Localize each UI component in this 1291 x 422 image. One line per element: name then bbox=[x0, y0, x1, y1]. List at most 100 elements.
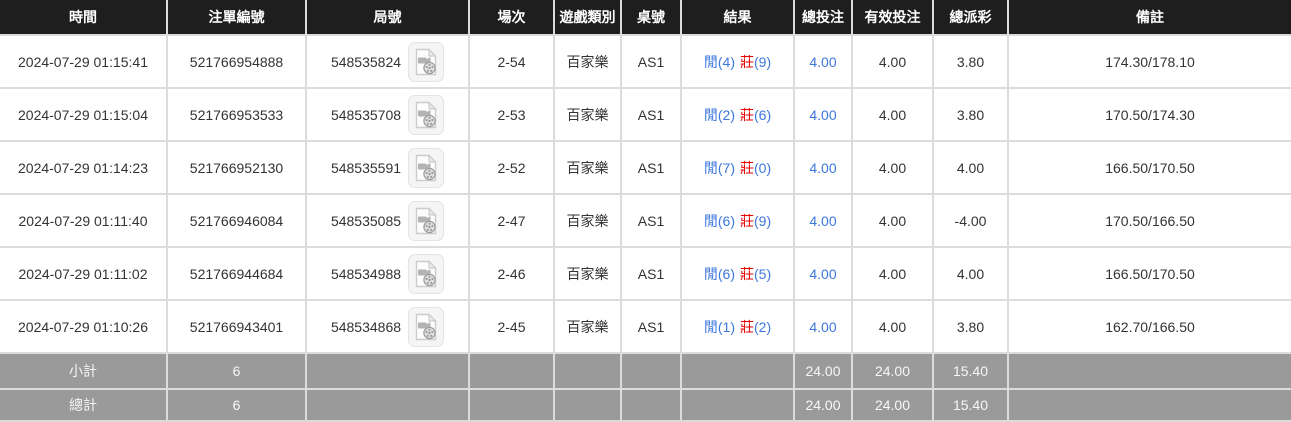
cell-result: 閒(4) 莊(9) bbox=[682, 36, 793, 87]
cell-time: 2024-07-29 01:11:02 bbox=[0, 248, 166, 299]
col-header-round: 局號 bbox=[307, 0, 468, 34]
cell-total-payout: 4.00 bbox=[934, 248, 1007, 299]
round-number: 548535708 bbox=[330, 106, 402, 123]
result-banker-score: (6) bbox=[754, 106, 772, 123]
grand-total-total-payout: 15.40 bbox=[934, 390, 1007, 420]
cell-bet-id: 521766944684 bbox=[168, 248, 305, 299]
table-row: 2024-07-29 01:14:23 521766952130 5485355… bbox=[0, 142, 1291, 193]
cell-remark: 166.50/170.50 bbox=[1009, 142, 1291, 193]
round-number: 548535824 bbox=[330, 53, 402, 70]
round-number: 548534988 bbox=[330, 265, 402, 282]
cell-game-type: 百家樂 bbox=[555, 142, 620, 193]
cell-total-bet: 4.00 bbox=[795, 36, 851, 87]
cell-total-bet: 4.00 bbox=[795, 142, 851, 193]
video-replay-button[interactable] bbox=[408, 41, 445, 82]
cell-total-payout: 4.00 bbox=[934, 142, 1007, 193]
cell-result: 閒(2) 莊(6) bbox=[682, 89, 793, 140]
result-banker-score: (9) bbox=[754, 212, 772, 229]
cell-table-no: AS1 bbox=[622, 248, 680, 299]
col-header-game-type: 遊戲類別 bbox=[555, 0, 620, 34]
cell-result: 閒(6) 莊(5) bbox=[682, 248, 793, 299]
video-replay-button[interactable] bbox=[408, 253, 445, 294]
cell-valid-bet: 4.00 bbox=[853, 248, 932, 299]
cell-time: 2024-07-29 01:10:26 bbox=[0, 301, 166, 352]
video-replay-button[interactable] bbox=[408, 94, 445, 135]
col-header-time: 時間 bbox=[0, 0, 166, 34]
result-player-score: (6) bbox=[717, 265, 735, 282]
cell-session: 2-45 bbox=[470, 301, 553, 352]
result-banker-label: 莊 bbox=[740, 318, 754, 335]
result-banker-label: 莊 bbox=[740, 106, 754, 123]
cell-bet-id: 521766943401 bbox=[168, 301, 305, 352]
cell-session: 2-47 bbox=[470, 195, 553, 246]
cell-time: 2024-07-29 01:11:40 bbox=[0, 195, 166, 246]
video-replay-button[interactable] bbox=[408, 200, 445, 241]
result-player-label: 閒 bbox=[703, 212, 718, 229]
cell-table-no: AS1 bbox=[622, 301, 680, 352]
result-banker-label: 莊 bbox=[740, 53, 754, 70]
col-header-valid-bet: 有效投注 bbox=[853, 0, 932, 34]
total-bet-link[interactable]: 4.00 bbox=[809, 265, 837, 282]
result-banker-score: (9) bbox=[754, 53, 772, 70]
cell-total-bet: 4.00 bbox=[795, 195, 851, 246]
table-row: 2024-07-29 01:11:40 521766946084 5485350… bbox=[0, 195, 1291, 246]
col-header-result: 結果 bbox=[682, 0, 793, 34]
cell-bet-id: 521766946084 bbox=[168, 195, 305, 246]
cell-result: 閒(1) 莊(2) bbox=[682, 301, 793, 352]
cell-session: 2-46 bbox=[470, 248, 553, 299]
cell-round: 548535824 bbox=[307, 36, 468, 87]
cell-time: 2024-07-29 01:14:23 bbox=[0, 142, 166, 193]
table-header: 時間 注單編號 局號 場次 遊戲類別 桌號 結果 總投注 有效投注 總派彩 備註 bbox=[0, 0, 1291, 34]
total-bet-link[interactable]: 4.00 bbox=[809, 53, 837, 70]
cell-total-payout: -4.00 bbox=[934, 195, 1007, 246]
cell-game-type: 百家樂 bbox=[555, 195, 620, 246]
cell-valid-bet: 4.00 bbox=[853, 301, 932, 352]
subtotal-row: 小計 6 24.00 24.00 15.40 bbox=[0, 354, 1291, 388]
total-bet-link[interactable]: 4.00 bbox=[809, 318, 837, 335]
total-bet-link[interactable]: 4.00 bbox=[809, 212, 837, 229]
cell-round: 548535708 bbox=[307, 89, 468, 140]
cell-valid-bet: 4.00 bbox=[853, 36, 932, 87]
result-banker-label: 莊 bbox=[740, 159, 754, 176]
cell-valid-bet: 4.00 bbox=[853, 89, 932, 140]
video-file-icon bbox=[415, 47, 437, 75]
table-totals: 小計 6 24.00 24.00 15.40 總計 6 24.00 24.00 … bbox=[0, 354, 1291, 420]
cell-remark: 174.30/178.10 bbox=[1009, 36, 1291, 87]
round-number: 548535591 bbox=[330, 159, 402, 176]
cell-valid-bet: 4.00 bbox=[853, 142, 932, 193]
cell-game-type: 百家樂 bbox=[555, 36, 620, 87]
cell-table-no: AS1 bbox=[622, 142, 680, 193]
total-bet-link[interactable]: 4.00 bbox=[809, 159, 837, 176]
col-header-remark: 備註 bbox=[1009, 0, 1291, 34]
grand-total-label: 總計 bbox=[0, 390, 166, 420]
result-player-score: (4) bbox=[717, 53, 735, 70]
cell-bet-id: 521766954888 bbox=[168, 36, 305, 87]
result-banker-label: 莊 bbox=[740, 212, 754, 229]
result-banker-score: (2) bbox=[754, 318, 772, 335]
cell-session: 2-52 bbox=[470, 142, 553, 193]
cell-remark: 166.50/170.50 bbox=[1009, 248, 1291, 299]
cell-total-bet: 4.00 bbox=[795, 301, 851, 352]
col-header-bet-id: 注單編號 bbox=[168, 0, 305, 34]
col-header-session: 場次 bbox=[470, 0, 553, 34]
grand-total-count: 6 bbox=[168, 390, 305, 420]
result-player-score: (7) bbox=[717, 159, 735, 176]
cell-session: 2-53 bbox=[470, 89, 553, 140]
total-bet-link[interactable]: 4.00 bbox=[809, 106, 837, 123]
cell-remark: 170.50/166.50 bbox=[1009, 195, 1291, 246]
video-file-icon bbox=[415, 206, 437, 234]
table-row: 2024-07-29 01:15:04 521766953533 5485357… bbox=[0, 89, 1291, 140]
video-replay-button[interactable] bbox=[408, 147, 445, 188]
cell-result: 閒(6) 莊(9) bbox=[682, 195, 793, 246]
cell-total-bet: 4.00 bbox=[795, 89, 851, 140]
cell-session: 2-54 bbox=[470, 36, 553, 87]
subtotal-total-payout: 15.40 bbox=[934, 354, 1007, 388]
cell-table-no: AS1 bbox=[622, 89, 680, 140]
cell-round: 548534868 bbox=[307, 301, 468, 352]
cell-table-no: AS1 bbox=[622, 195, 680, 246]
subtotal-label: 小計 bbox=[0, 354, 166, 388]
cell-valid-bet: 4.00 bbox=[853, 195, 932, 246]
video-replay-button[interactable] bbox=[408, 306, 445, 347]
